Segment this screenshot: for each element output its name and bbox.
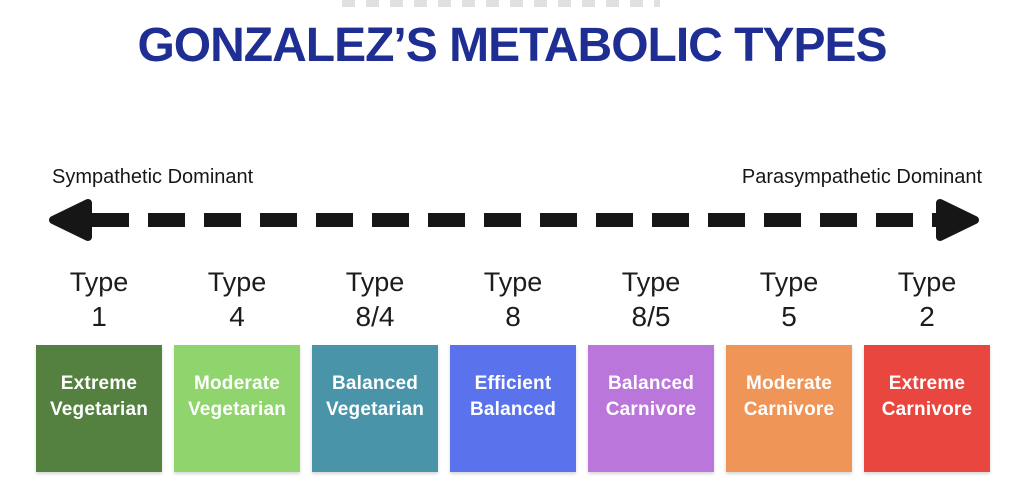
type-name-line1: Extreme [60, 373, 138, 394]
type-number: 8/5 [631, 301, 671, 332]
type-number: 5 [781, 301, 797, 332]
type-column-2: Type 4 Moderate Vegetarian [174, 266, 300, 472]
type-name-line2: Vegetarian [187, 399, 287, 420]
type-label: Type [759, 267, 819, 297]
type-column-3: Type 8/4 Balanced Vegetarian [312, 266, 438, 472]
type-box-balanced-carnivore: Balanced Carnivore [588, 345, 714, 472]
spectrum-axis-labels: Sympathetic Dominant Parasympathetic Dom… [52, 166, 982, 189]
double-arrow-icon [49, 199, 979, 241]
type-number: 4 [229, 301, 245, 332]
type-label: Type [69, 267, 129, 297]
type-name-line1: Extreme [888, 373, 966, 394]
type-box-extreme-vegetarian: Extreme Vegetarian [36, 345, 162, 472]
type-name-line2: Carnivore [881, 399, 973, 420]
type-box-moderate-carnivore: Moderate Carnivore [726, 345, 852, 472]
type-box-extreme-carnivore: Extreme Carnivore [864, 345, 990, 472]
type-number: 8/4 [355, 301, 395, 332]
type-label: Type [483, 267, 543, 297]
type-name-line2: Vegetarian [49, 399, 149, 420]
type-column-5: Type 8/5 Balanced Carnivore [588, 266, 714, 472]
metabolic-types-row: Type 1 Extreme Vegetarian Type 4 Moderat… [36, 266, 990, 472]
type-label: Type [207, 267, 267, 297]
type-box-moderate-vegetarian: Moderate Vegetarian [174, 345, 300, 472]
type-name-line1: Efficient [474, 373, 552, 394]
type-name-line1: Moderate [745, 373, 833, 394]
sympathetic-dominant-label: Sympathetic Dominant [52, 166, 254, 188]
right-arrowhead-icon [936, 199, 979, 241]
type-number: 8 [505, 301, 521, 332]
type-number: 2 [919, 301, 935, 332]
type-name-line2: Balanced [469, 399, 557, 420]
type-label: Type [345, 267, 405, 297]
page-title: GONZALEZ’S METABOLIC TYPES [137, 19, 887, 72]
type-column-4: Type 8 Efficient Balanced [450, 266, 576, 472]
parasympathetic-dominant-label: Parasympathetic Dominant [741, 166, 982, 188]
type-number: 1 [91, 301, 107, 332]
spectrum-arrow [46, 197, 982, 243]
type-name-line1: Balanced [331, 373, 419, 394]
type-box-efficient-balanced: Efficient Balanced [450, 345, 576, 472]
type-name-line2: Carnivore [605, 399, 697, 420]
type-column-7: Type 2 Extreme Carnivore [864, 266, 990, 472]
type-column-1: Type 1 Extreme Vegetarian [36, 266, 162, 472]
type-name-line1: Moderate [193, 373, 281, 394]
type-label: Type [621, 267, 681, 297]
type-column-6: Type 5 Moderate Carnivore [726, 266, 852, 472]
type-box-balanced-vegetarian: Balanced Vegetarian [312, 345, 438, 472]
clipped-header-text [342, 0, 660, 7]
type-name-line2: Carnivore [743, 399, 835, 420]
type-label: Type [897, 267, 957, 297]
type-name-line1: Balanced [607, 373, 695, 394]
type-name-line2: Vegetarian [325, 399, 425, 420]
left-arrowhead-icon [49, 199, 92, 241]
